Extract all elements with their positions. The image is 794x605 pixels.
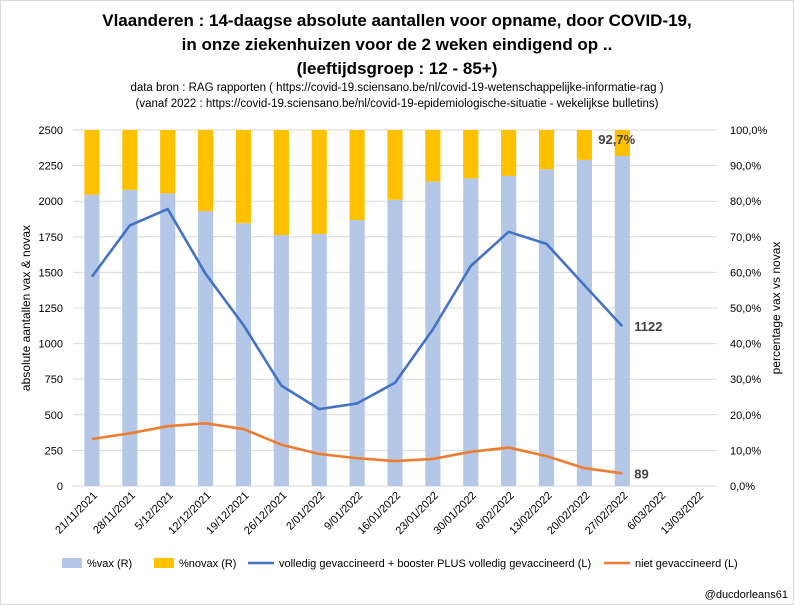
bar-vax bbox=[160, 193, 176, 487]
bar-novax bbox=[538, 130, 555, 170]
bar-novax bbox=[311, 130, 327, 234]
bar-novax bbox=[576, 130, 592, 160]
source-line2: (vanaf 2022 : https://covid-19.sciensano… bbox=[135, 98, 659, 110]
y-right-tick-label: 20,0% bbox=[730, 410, 761, 422]
bar-vax bbox=[273, 235, 289, 486]
credit-label: @ducdorleans61 bbox=[704, 589, 788, 601]
bar-novax bbox=[387, 130, 403, 200]
bar-novax bbox=[614, 130, 630, 156]
bar-vax bbox=[425, 181, 441, 486]
bar-vax bbox=[501, 175, 517, 486]
bar-vax bbox=[198, 211, 214, 486]
bar-novax bbox=[160, 130, 176, 194]
y-right-tick-label: 70,0% bbox=[730, 232, 761, 244]
annotation-novax-count: 89 bbox=[634, 466, 648, 481]
bar-vax bbox=[538, 169, 555, 486]
y-right-tick-label: 90,0% bbox=[730, 161, 761, 173]
legend-novax-swatch bbox=[154, 558, 174, 568]
chart-title-line1: Vlaanderen : 14-daagse absolute aantalle… bbox=[102, 11, 692, 30]
y-right-tick-label: 0,0% bbox=[730, 481, 755, 493]
bar-vax bbox=[463, 178, 479, 486]
legend-novax-label: %novax (R) bbox=[179, 558, 236, 570]
y-right-tick-label: 60,0% bbox=[730, 267, 761, 279]
bar-novax bbox=[122, 130, 138, 190]
y-left-tick-label: 1750 bbox=[39, 232, 63, 244]
bar-vax bbox=[576, 159, 592, 487]
y-right-tick-label: 80,0% bbox=[730, 196, 761, 208]
bar-novax bbox=[425, 130, 441, 182]
bar-vax bbox=[387, 199, 403, 486]
y-left-tick-label: 0 bbox=[57, 481, 63, 493]
y-right-tick-label: 10,0% bbox=[730, 445, 761, 457]
bar-novax bbox=[349, 130, 365, 221]
legend-line-unvaccinated-label: niet gevaccineerd (L) bbox=[635, 558, 738, 570]
legend-line-vaccinated-label: volledig gevaccineerd + booster PLUS vol… bbox=[279, 558, 591, 570]
annotation-vax-count: 1122 bbox=[634, 319, 662, 334]
x-tick-label: 2/01/2022 bbox=[284, 490, 327, 533]
y-left-tick-label: 1500 bbox=[39, 267, 63, 279]
y-left-tick-label: 750 bbox=[45, 374, 63, 386]
bar-vax bbox=[84, 194, 100, 487]
y-left-tick-label: 2500 bbox=[39, 125, 63, 137]
y-right-tick-label: 100,0% bbox=[730, 125, 768, 137]
y-left-tick-label: 1000 bbox=[39, 339, 63, 351]
y-right-tick-label: 50,0% bbox=[730, 303, 761, 315]
y-left-tick-label: 500 bbox=[45, 410, 63, 422]
bar-vax bbox=[122, 189, 138, 487]
bar-novax bbox=[235, 130, 252, 224]
y-left-axis-label: absolute aantallen vax & novax bbox=[19, 225, 33, 391]
y-right-axis-label: percentage vax vs novax bbox=[769, 242, 783, 375]
line-vaccinated bbox=[90, 207, 624, 411]
bar-novax bbox=[463, 130, 479, 179]
annotation-vax-pct: 92,7% bbox=[598, 132, 635, 147]
y-right-tick-label: 40,0% bbox=[730, 339, 761, 351]
bar-vax bbox=[235, 223, 252, 486]
chart-title-line3: (leeftijdsgroep : 12 - 85+) bbox=[296, 59, 498, 78]
bar-novax bbox=[501, 130, 517, 176]
line-unvaccinated bbox=[91, 422, 623, 475]
chart-title-line2: in onze ziekenhuizen voor de 2 weken ein… bbox=[181, 35, 613, 54]
y-right-tick-label: 30,0% bbox=[730, 374, 761, 386]
y-left-tick-label: 250 bbox=[45, 445, 63, 457]
bar-vax bbox=[311, 233, 327, 486]
bar-novax bbox=[84, 130, 100, 195]
bar-vax bbox=[349, 220, 365, 486]
legend-vax-label: %vax (R) bbox=[87, 558, 132, 570]
source-line1: data bron : RAG rapporten ( https://covi… bbox=[130, 82, 664, 94]
bar-novax bbox=[273, 130, 289, 236]
bar-vax bbox=[614, 155, 630, 486]
bar-novax bbox=[198, 130, 214, 212]
y-left-tick-label: 1250 bbox=[39, 303, 63, 315]
legend-vax-swatch bbox=[62, 558, 82, 568]
y-left-tick-label: 2000 bbox=[39, 196, 63, 208]
y-left-tick-label: 2250 bbox=[39, 161, 63, 173]
